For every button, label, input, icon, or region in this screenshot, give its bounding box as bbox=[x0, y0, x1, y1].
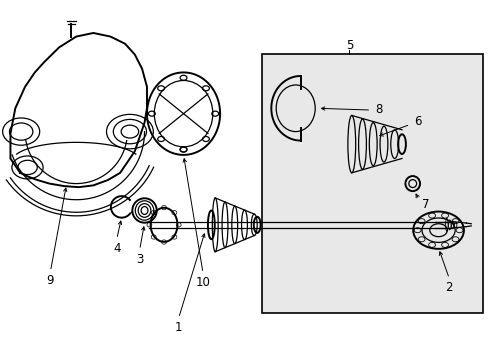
Text: 3: 3 bbox=[136, 253, 143, 266]
Text: 1: 1 bbox=[175, 320, 182, 333]
Text: 5: 5 bbox=[345, 39, 352, 52]
Text: 8: 8 bbox=[374, 103, 382, 116]
Text: 7: 7 bbox=[421, 198, 429, 211]
Text: 4: 4 bbox=[113, 242, 120, 255]
Text: 9: 9 bbox=[46, 274, 54, 287]
Text: 10: 10 bbox=[195, 276, 210, 289]
Text: 6: 6 bbox=[413, 116, 421, 129]
Text: 2: 2 bbox=[445, 281, 452, 294]
Bar bbox=[261, 54, 483, 313]
